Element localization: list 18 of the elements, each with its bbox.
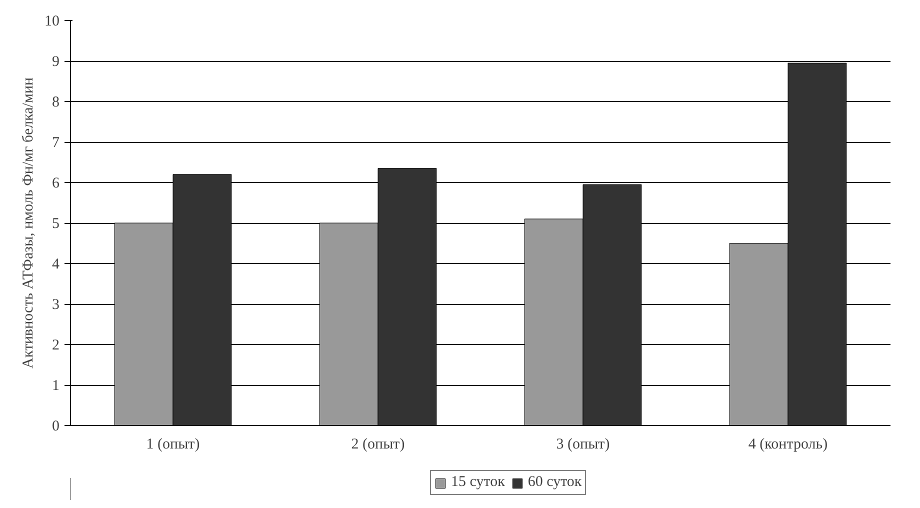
x-tick-label: 1 (опыт) xyxy=(146,436,200,452)
y-tick-label: 3 xyxy=(52,297,60,313)
y-axis-title: Активность АТФазы, нмоль Фн/мг белка/мин xyxy=(20,78,36,368)
y-tick-label: 8 xyxy=(52,94,60,110)
y-tick-label: 7 xyxy=(52,135,60,151)
y-tick-label: 0 xyxy=(52,418,60,434)
legend-label: 15 суток xyxy=(451,474,505,491)
y-tick-label: 4 xyxy=(52,256,60,272)
x-tick-label: 2 (опыт) xyxy=(351,436,405,452)
x-tick-label: 3 (опыт) xyxy=(556,436,610,452)
legend-label: 60 суток xyxy=(528,474,582,491)
y-tick-label: 1 xyxy=(52,378,60,394)
y-tick-label: 9 xyxy=(52,54,60,70)
y-tick-label: 10 xyxy=(44,14,60,30)
y-tick-label: 2 xyxy=(52,338,60,354)
y-tick-label: 6 xyxy=(52,176,60,192)
x-tick-label: 4 (контроль) xyxy=(748,436,828,452)
y-tick-label: 5 xyxy=(52,216,60,232)
